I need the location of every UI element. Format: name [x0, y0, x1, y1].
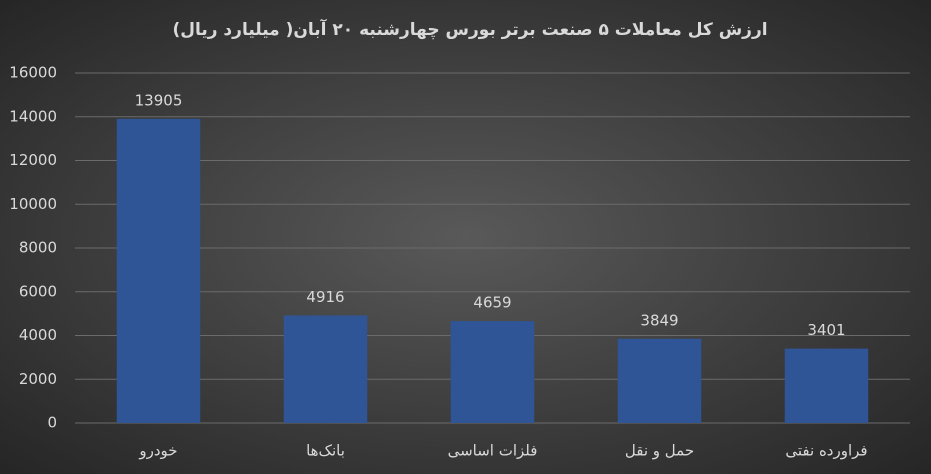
y-tick-label: 8000 [19, 239, 57, 257]
y-tick-label: 0 [47, 414, 57, 432]
y-tick-label: 6000 [19, 282, 57, 300]
chart-title: ارزش کل معاملات ۵ صنعت برتر بورس چهارشنب… [172, 18, 767, 40]
y-tick-label: 16000 [9, 64, 57, 82]
y-tick-label: 4000 [19, 326, 57, 344]
y-tick-label: 14000 [9, 107, 57, 125]
x-tick-label: فلزات اساسی [448, 442, 538, 460]
y-tick-label: 2000 [19, 370, 57, 388]
data-label: 13905 [135, 91, 183, 109]
data-label: 3401 [807, 321, 845, 339]
x-tick-label: حمل و نقل [625, 442, 694, 460]
data-label: 4659 [473, 294, 511, 312]
bar [617, 338, 702, 423]
data-label: 4916 [306, 288, 344, 306]
y-tick-label: 12000 [9, 151, 57, 169]
data-label: 3849 [640, 311, 678, 329]
bar [116, 118, 201, 423]
x-tick-label: بانک‌ها [306, 442, 345, 460]
x-tick-label: خودرو [138, 442, 177, 460]
y-tick-label: 10000 [9, 195, 57, 213]
bar [450, 321, 535, 423]
bar [283, 315, 368, 423]
bar [784, 348, 869, 423]
x-tick-label: فراورده نفتی [785, 442, 867, 460]
